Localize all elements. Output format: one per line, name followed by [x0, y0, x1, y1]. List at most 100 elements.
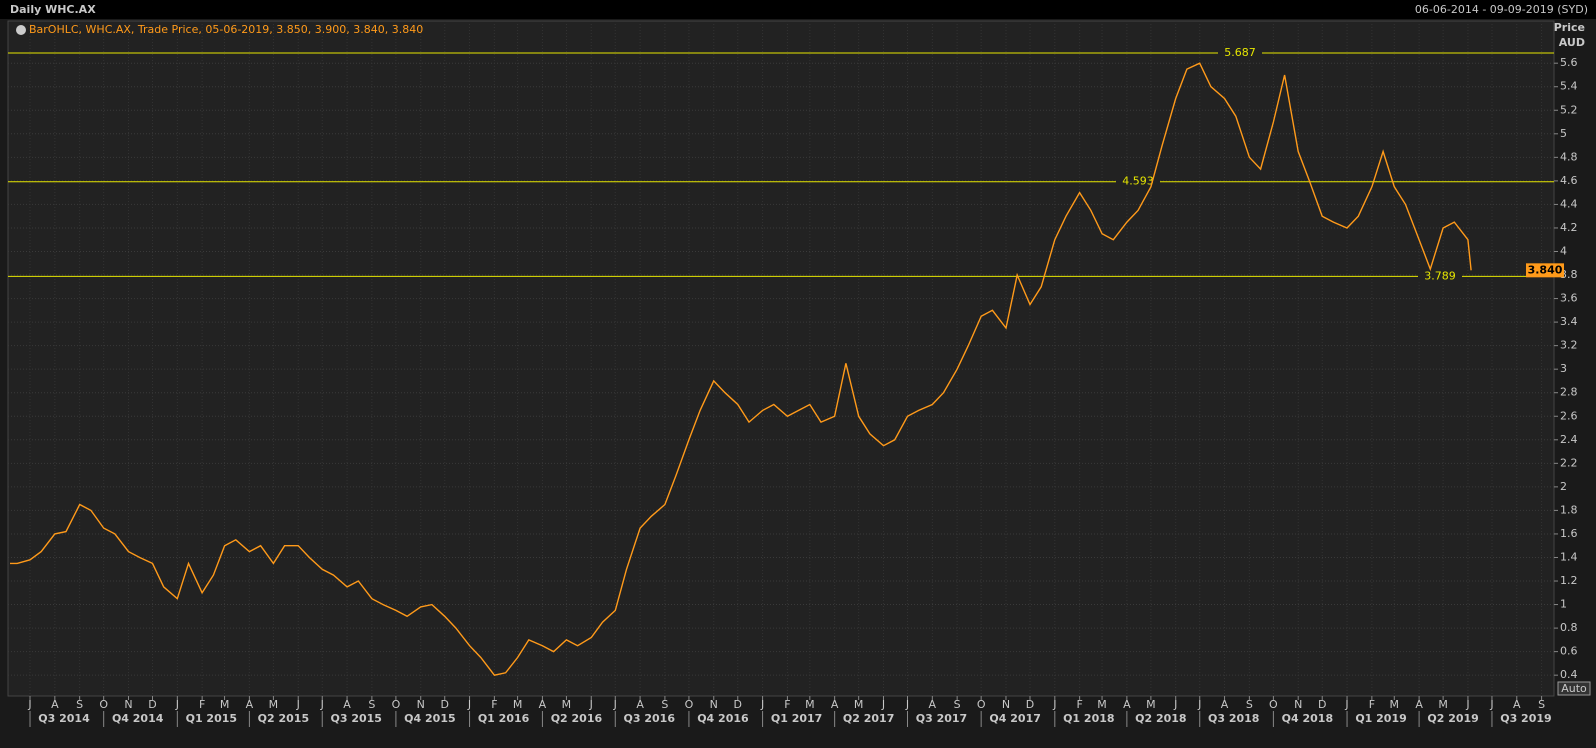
y-tick-label: 2.4: [1560, 433, 1578, 446]
y-tick-label: 4.8: [1560, 150, 1578, 163]
y-tick-label: 1: [1560, 598, 1567, 611]
last-value-label: 3.840: [1528, 263, 1563, 276]
x-tick-label: A: [636, 698, 644, 711]
x-tick-label: D: [440, 698, 448, 711]
quarter-label: Q2 2017: [843, 712, 894, 725]
level-label: 4.593: [1122, 175, 1154, 188]
y-tick-label: 1.2: [1560, 574, 1578, 587]
x-tick-label: A: [539, 698, 547, 711]
x-tick-label: D: [148, 698, 156, 711]
last-value-box: [1526, 263, 1564, 278]
x-tick-label: J: [905, 698, 909, 711]
x-tick-label: M: [220, 698, 230, 711]
chart-title: Daily WHC.AX: [10, 3, 96, 16]
x-tick-label: O: [1269, 698, 1278, 711]
y-tick-label: 3.2: [1560, 339, 1578, 352]
y-tick-label: 3: [1560, 362, 1567, 375]
level-label-bg: [1116, 175, 1160, 188]
x-tick-label: A: [1123, 698, 1131, 711]
y-tick-label: 0.6: [1560, 645, 1578, 658]
y-tick-label: 4.2: [1560, 221, 1578, 234]
x-tick-label: J: [1052, 698, 1056, 711]
x-tick-label: F: [199, 698, 205, 711]
x-tick-label: J: [1344, 698, 1348, 711]
quarter-label: Q4 2015: [404, 712, 455, 725]
y-tick-label: 5.6: [1560, 56, 1578, 69]
x-tick-label: J: [1465, 698, 1469, 711]
x-tick-label: J: [175, 698, 179, 711]
y-axis-unit: AUD: [1559, 36, 1585, 49]
x-tick-label: A: [343, 698, 351, 711]
price-line: [10, 62, 1472, 676]
x-tick-label: A: [929, 698, 937, 711]
y-axis-label: Price: [1554, 21, 1585, 34]
y-tick-label: 3.4: [1560, 315, 1578, 328]
x-tick-label: D: [734, 698, 742, 711]
y-tick-label: 0.8: [1560, 621, 1578, 634]
level-label-bg: [1418, 270, 1462, 283]
x-tick-label: J: [1173, 698, 1177, 711]
y-tick-label: 4.4: [1560, 197, 1578, 210]
x-tick-label: S: [661, 698, 668, 711]
x-tick-label: M: [1438, 698, 1448, 711]
legend-entry: BarOHLC, WHC.AX, Trade Price, 05-06-2019…: [29, 23, 423, 36]
x-tick-label: J: [1489, 698, 1493, 711]
y-tick-label: 0.4: [1560, 668, 1578, 681]
x-tick-label: O: [685, 698, 694, 711]
x-tick-label: A: [1221, 698, 1229, 711]
y-tick-label: 3.8: [1560, 268, 1578, 281]
y-tick-label: 2.8: [1560, 386, 1578, 399]
auto-button-label[interactable]: Auto: [1561, 682, 1587, 695]
x-tick-label: M: [513, 698, 523, 711]
quarter-label: Q3 2016: [624, 712, 676, 725]
x-tick-label: M: [854, 698, 864, 711]
x-tick-label: A: [1513, 698, 1521, 711]
quarter-label: Q3 2019: [1500, 712, 1551, 725]
date-range: 06-06-2014 - 09-09-2019 (SYD): [1415, 3, 1588, 16]
quarter-label: Q1 2017: [771, 712, 822, 725]
level-label: 5.687: [1224, 46, 1256, 59]
x-tick-label: J: [467, 698, 471, 711]
x-tick-label: M: [1097, 698, 1107, 711]
y-tick-label: 3.6: [1560, 292, 1578, 305]
y-tick-label: 2.6: [1560, 409, 1578, 422]
header-bar: [0, 0, 1596, 19]
x-tick-label: F: [784, 698, 790, 711]
y-tick-label: 4.6: [1560, 174, 1578, 187]
x-tick-label: M: [805, 698, 815, 711]
quarter-label: Q3 2015: [331, 712, 382, 725]
x-tick-label: M: [562, 698, 572, 711]
x-tick-label: S: [954, 698, 961, 711]
x-tick-label: A: [51, 698, 59, 711]
x-tick-label: D: [1026, 698, 1034, 711]
x-tick-label: J: [296, 698, 300, 711]
quarter-label: Q1 2016: [478, 712, 530, 725]
quarter-label: Q1 2019: [1355, 712, 1406, 725]
level-label-bg: [1218, 46, 1262, 59]
x-tick-label: S: [76, 698, 83, 711]
x-tick-label: M: [1390, 698, 1400, 711]
quarter-label: Q4 2016: [697, 712, 749, 725]
x-tick-label: O: [99, 698, 108, 711]
quarter-label: Q2 2015: [258, 712, 309, 725]
quarter-label: Q2 2016: [551, 712, 603, 725]
x-tick-label: J: [881, 698, 885, 711]
x-tick-label: F: [1076, 698, 1082, 711]
y-tick-label: 1.4: [1560, 550, 1578, 563]
x-tick-label: J: [27, 698, 31, 711]
x-tick-label: F: [491, 698, 497, 711]
quarter-label: Q2 2019: [1427, 712, 1478, 725]
x-tick-label: A: [246, 698, 254, 711]
x-tick-label: D: [1318, 698, 1326, 711]
y-tick-label: 2.2: [1560, 456, 1578, 469]
y-tick-label: 1.8: [1560, 503, 1578, 516]
x-tick-label: J: [1197, 698, 1201, 711]
y-tick-label: 4: [1560, 244, 1567, 257]
x-tick-label: J: [613, 698, 617, 711]
auto-button[interactable]: [1557, 681, 1591, 696]
y-tick-label: 5.2: [1560, 103, 1578, 116]
level-label: 3.789: [1424, 269, 1456, 282]
x-tick-label: O: [977, 698, 986, 711]
x-tick-label: M: [269, 698, 279, 711]
